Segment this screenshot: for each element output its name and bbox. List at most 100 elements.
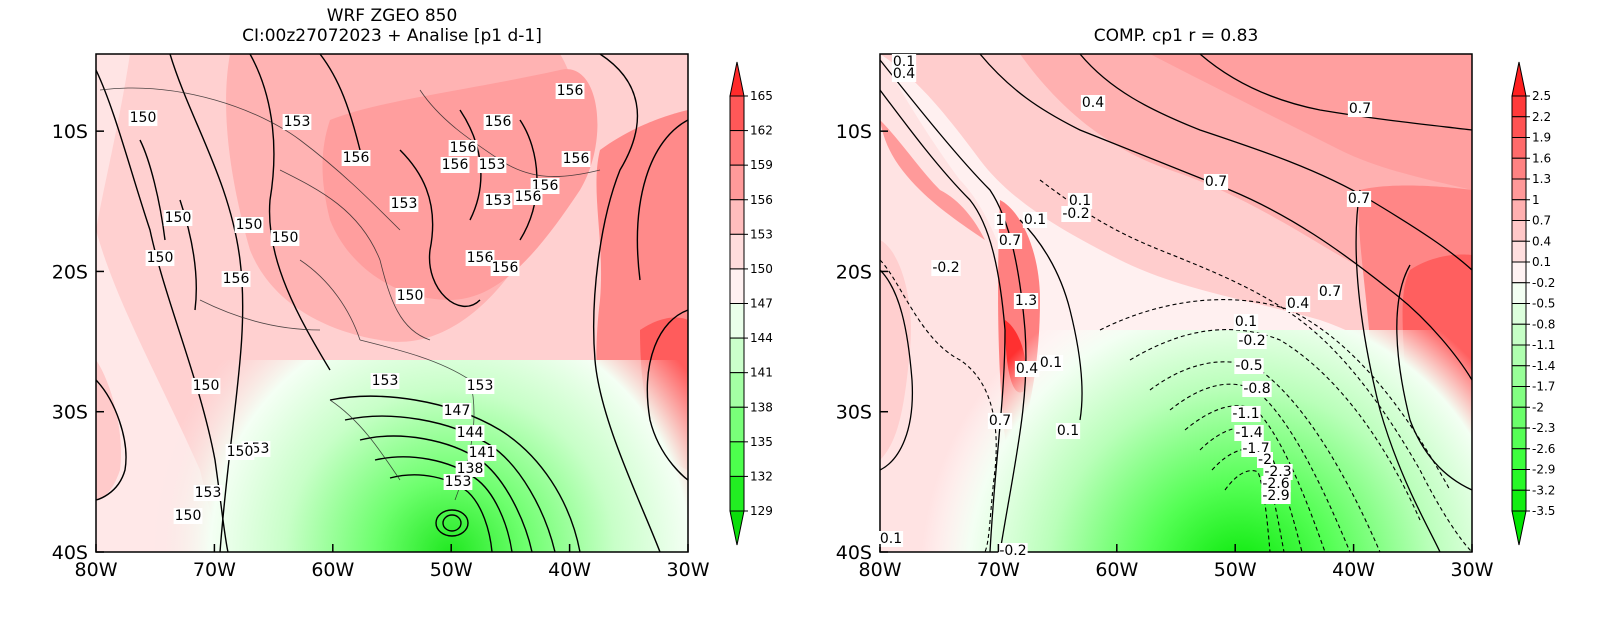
colorbar-segment [1511,448,1527,470]
x-tick-label: 60W [1095,559,1138,581]
colorbar-label: 165 [750,89,773,103]
contour-label: 156 [465,250,495,266]
contour-label-bg [270,230,300,246]
svg-text:150: 150 [165,210,192,226]
svg-text:150: 150 [227,444,254,460]
colorbar-segment [1511,116,1527,138]
x-tick-label: 60W [311,559,354,581]
contour-label: -0.2 [1061,206,1091,222]
contour-label-bg [1234,358,1264,374]
svg-text:153: 153 [445,474,472,490]
contour-label-bg [467,445,497,461]
contour-label: -0.2 [998,543,1028,559]
contour-label: 153 [193,485,223,501]
colorbar-segment [1511,469,1527,491]
colorbar-bottom-arrow [1511,510,1527,546]
contour-label: 150 [163,210,193,226]
contour-label-bg [483,193,513,209]
colorbar-label: 0.1 [1532,255,1551,269]
contour-label: 1.3 [1013,293,1039,309]
svg-text:0.4: 0.4 [1287,296,1309,312]
colorbar-segment [729,303,745,339]
right-colorbar: 2.5 2.2 1.9 1.6 1.3 1 0.7 0.4 0.1 -0.2 -0.5 -0.8 -1.… [1511,61,1555,546]
contour-label: 150 [128,110,158,126]
contour-label: 156 [513,189,543,205]
svg-text:156: 156 [485,114,512,130]
colorbar-label: 153 [750,227,773,241]
right-x-axis: 80W 70W 60W 50W 40W 30W [859,544,1494,581]
contour-label-bg [891,66,917,82]
x-tick-label: 70W [193,559,236,581]
contour-label-bg [1317,284,1343,300]
contour-label: -2.9 [1261,488,1291,504]
x-tick-label: 40W [548,559,591,581]
colorbar-label: 2.2 [1532,110,1551,124]
left-y-axis: 10S 20S 30S 40S [52,121,104,564]
contour-label-bg [1203,174,1229,190]
colorbar-segment [729,268,745,304]
colorbar-label: -1.4 [1532,359,1555,373]
colorbar-label: 156 [750,193,773,207]
contour-label-bg [455,425,485,441]
contour-label-bg [1234,425,1264,441]
contour-label: 0.7 [987,413,1013,429]
svg-text:138: 138 [457,461,484,477]
x-tick-label: 50W [1214,559,1257,581]
y-tick-label: 30S [836,402,872,424]
svg-text:-0.2: -0.2 [1238,333,1265,349]
svg-text:0.7: 0.7 [1205,174,1227,190]
svg-text:-0.2: -0.2 [999,543,1026,559]
contour-label-bg [173,508,203,524]
contour-label: -0.2 [1237,333,1267,349]
y-tick-label: 10S [52,121,88,143]
contour-label-bg [1285,296,1311,312]
colorbar-label: -3.2 [1532,483,1555,497]
x-tick-label: 80W [75,559,118,581]
contour-label-bg [931,260,961,276]
contour-label: 150 [191,378,221,394]
colorbar-label: 2.5 [1532,89,1551,103]
contour-label: 0.4 [1285,296,1311,312]
svg-text:153: 153 [372,373,399,389]
colorbar-segment [1511,240,1527,263]
x-tick-label: 30W [667,559,710,581]
colorbar-segment [1511,95,1527,118]
svg-text:0.1: 0.1 [880,531,902,547]
contour-label-bg [1013,293,1039,309]
contour-label: 153 [483,193,513,209]
colorbar-label: 129 [750,504,773,518]
svg-text:153: 153 [391,196,418,212]
contour-label-bg [1237,333,1267,349]
contour-label-bg [994,213,1006,229]
contour-label-bg [1061,206,1091,222]
contour-label: 144 [455,425,485,441]
contour-label-bg [128,110,158,126]
right-title: COMP. cp1 r = 0.83 [1094,26,1259,46]
contour-label: 0.1 [1233,314,1259,330]
svg-text:-0.8: -0.8 [1243,381,1270,397]
contour-label: 141 [467,445,497,461]
svg-text:153: 153 [485,193,512,209]
colorbar-label: 150 [750,262,773,276]
contour-label: 150 [395,288,425,304]
contour-label-bg [193,485,223,501]
contour-label-bg [1067,193,1093,209]
svg-text:0.4: 0.4 [1016,361,1038,377]
svg-text:0.1: 0.1 [1024,212,1046,228]
colorbar-segment [729,233,745,270]
right-y-axis: 10S 20S 30S 40S [836,121,888,564]
colorbar-segment [1511,178,1527,201]
svg-text:0.1: 0.1 [1069,193,1091,209]
left-field [96,54,688,552]
contour-label: 153 [465,378,495,394]
left-map-panel: WRF ZGEO 850 CI:00z27072023 + Analise [p… [52,6,773,581]
colorbar-segment [1511,323,1527,346]
colorbar-label: 135 [750,435,773,449]
colorbar-bottom-arrow [729,510,745,546]
contour-label: 156 [490,260,520,276]
svg-text:0.7: 0.7 [999,233,1021,249]
contour-label-bg [440,157,470,173]
contour-label: 153 [282,114,312,130]
